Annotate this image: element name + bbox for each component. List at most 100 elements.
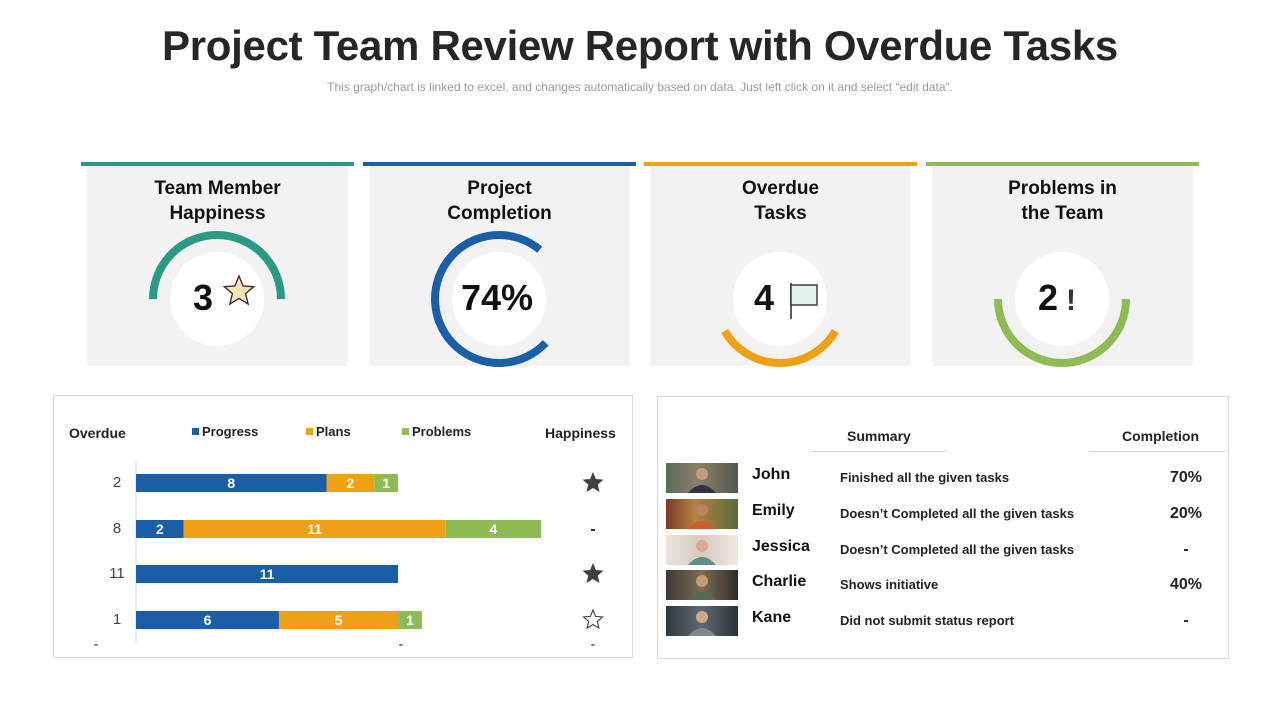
data-label: 8	[227, 475, 235, 491]
member-photo	[666, 535, 738, 565]
member-completion: 20%	[1169, 505, 1203, 522]
happiness-header: Happiness	[545, 425, 616, 441]
stacked-bar-chart: Overdue Happiness Progress Plans Problems 2 8 2…	[69, 424, 616, 653]
data-label: 6	[204, 612, 212, 628]
legend-swatch-progress	[192, 428, 199, 435]
avatar	[688, 575, 716, 600]
bar-problems	[374, 474, 399, 492]
bar-progress	[136, 520, 184, 538]
data-label: 11	[260, 566, 275, 582]
bar-plans	[183, 520, 446, 538]
avatar	[688, 611, 716, 636]
data-label: 11	[307, 521, 322, 537]
summary-header-line	[810, 451, 947, 452]
bar-progress	[136, 565, 399, 583]
overdue-chart-panel: Overdue Happiness Progress Plans Problems 2 8 2…	[53, 395, 633, 658]
kpi-title-line2: Completion	[447, 203, 552, 224]
gauge-center	[733, 252, 827, 346]
legend-label-progress: Progress	[202, 424, 258, 439]
kpi-title-line1: Project	[467, 178, 532, 199]
data-label: 2	[156, 521, 164, 537]
gauge-arc	[149, 231, 285, 300]
data-label: 1	[406, 612, 414, 628]
bar-progress	[136, 611, 279, 629]
data-label: 2	[347, 475, 355, 491]
kpi-value: 74%	[461, 277, 534, 318]
star-icon	[222, 274, 256, 306]
member-summary: Doesn’t Completed all the given tasks	[840, 506, 1075, 521]
avatar	[688, 468, 716, 493]
data-label: 5	[335, 612, 343, 628]
kpi-body: Team Member Happiness 3	[87, 166, 348, 366]
avatar	[688, 504, 716, 529]
page-title: Project Team Review Report with Overdue …	[162, 22, 1118, 69]
gauge-center	[452, 252, 546, 346]
bottom-label: -	[94, 636, 99, 653]
kpi-title-line2: the Team	[1021, 203, 1104, 224]
member-name: Kane	[752, 609, 792, 626]
kpi-accent-bar	[363, 162, 636, 166]
gauge-arc	[431, 231, 549, 368]
category-label: 8	[113, 520, 121, 537]
member-completion: -	[1183, 541, 1189, 558]
team-row: Kane Did not submit status report -	[658, 606, 1230, 638]
kpi-body: Problems in the Team 2!	[932, 166, 1193, 367]
avatar	[688, 540, 716, 565]
legend-swatch-problems	[402, 428, 409, 435]
bar-problems	[445, 520, 541, 538]
member-completion: 40%	[1169, 576, 1203, 593]
member-name: John	[752, 466, 791, 483]
team-summary-panel: Summary Completion John Finished all the…	[657, 396, 1229, 659]
kpi-body: Overdue Tasks 4	[650, 166, 911, 367]
kpi-title-line1: Problems in	[1008, 178, 1117, 199]
kpi-value: 2!	[1038, 277, 1076, 319]
team-row: Jessica Doesn’t Completed all the given …	[658, 535, 1230, 567]
problems-gauge	[994, 252, 1130, 367]
member-completion: 70%	[1169, 469, 1203, 486]
member-summary: Doesn’t Completed all the given tasks	[840, 542, 1075, 557]
kpi-accent-bar	[926, 162, 1199, 166]
overdue-header: Overdue	[69, 425, 126, 441]
overdue-gauge	[721, 252, 839, 367]
member-completion: -	[1183, 612, 1189, 629]
kpi-title: Problems in the Team	[932, 176, 1193, 226]
completion-header: Completion	[1122, 428, 1199, 444]
data-label: 1	[382, 475, 390, 491]
kpi-title-line1: Team Member	[154, 178, 281, 199]
kpi-title: Overdue Tasks	[650, 176, 911, 226]
flag-icon	[790, 283, 818, 319]
completion-gauge	[431, 231, 549, 368]
member-summary: Finished all the given tasks	[840, 470, 1010, 485]
bar-plans	[326, 474, 375, 492]
star-outline-icon	[582, 608, 604, 630]
kpi-card-overdue: Overdue Tasks 4	[644, 162, 917, 367]
star-filled-icon	[582, 471, 604, 492]
happiness-gauge	[149, 231, 285, 346]
member-photo	[666, 463, 738, 493]
member-photo	[666, 499, 738, 529]
bottom-label: -	[591, 636, 596, 653]
kpi-accent-bar	[644, 162, 917, 166]
member-name: Charlie	[752, 573, 807, 590]
member-photo	[666, 606, 738, 636]
gauge-arc	[721, 328, 839, 367]
kpi-body: Project Completion 74%	[369, 166, 630, 368]
gauge-center	[170, 252, 264, 346]
gauge-center	[1015, 252, 1109, 346]
category-label: 11	[109, 565, 125, 582]
member-name: Jessica	[752, 538, 810, 555]
legend-swatch-plans	[306, 428, 313, 435]
legend-label-problems: Problems	[412, 424, 471, 439]
kpi-accent-bar	[81, 162, 354, 166]
kpi-value: 4	[754, 277, 775, 318]
member-name: Emily	[752, 502, 795, 519]
category-label: 1	[113, 611, 121, 628]
member-photo	[666, 570, 738, 600]
legend-label-plans: Plans	[316, 424, 351, 439]
team-row: John Finished all the given tasks 70%	[658, 463, 1230, 495]
exclamation-icon: !	[1066, 284, 1077, 317]
member-summary: Shows initiative	[840, 577, 939, 592]
kpi-title-line2: Tasks	[754, 203, 807, 224]
kpi-title: Team Member Happiness	[87, 176, 348, 226]
summary-header: Summary	[847, 428, 911, 444]
